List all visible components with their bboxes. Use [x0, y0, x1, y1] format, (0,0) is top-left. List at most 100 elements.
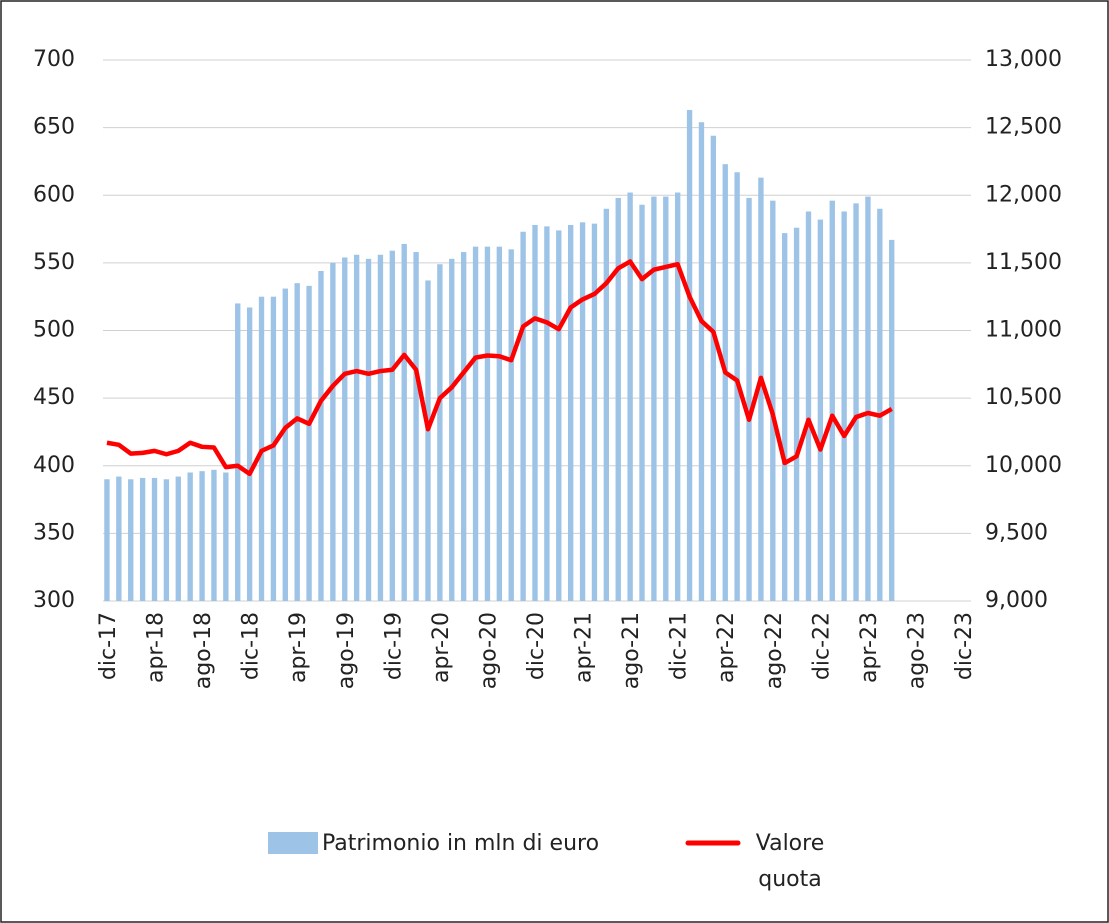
bar [460, 252, 467, 601]
x-tick-label: dic-20 [524, 612, 549, 680]
bar [556, 230, 562, 602]
bar [651, 196, 657, 602]
bar [877, 208, 883, 601]
x-tick-label: ago-23 [904, 612, 929, 689]
bar [853, 203, 859, 602]
bar [782, 233, 788, 601]
bar [472, 246, 479, 601]
bar [615, 197, 621, 601]
bar [306, 285, 312, 601]
x-tick-label: ago-22 [762, 612, 787, 689]
bar [270, 296, 277, 601]
bar [104, 479, 110, 601]
x-tick-label: apr-21 [572, 612, 597, 683]
bar [805, 211, 812, 602]
bar [508, 249, 514, 601]
bar [663, 196, 669, 602]
bar [544, 226, 550, 602]
bar [163, 479, 170, 601]
bar [532, 225, 538, 601]
y-tick-label: 550 [33, 250, 75, 275]
bar [758, 177, 764, 602]
y-tick-label: 600 [33, 182, 75, 207]
y2-tick-label: 12,000 [985, 182, 1062, 207]
legend-label: Valore quota [755, 831, 825, 892]
bar [829, 200, 835, 601]
y2-tick-label: 9,500 [985, 520, 1048, 545]
bar [330, 262, 336, 601]
x-tick-label: dic-22 [809, 612, 834, 680]
y-tick-label: 350 [33, 520, 75, 545]
bar [342, 257, 348, 601]
bar [128, 479, 134, 601]
x-tick-label: dic-23 [952, 612, 977, 680]
legend-label: Patrimonio in mln di euro [322, 831, 599, 856]
y2-tick-label: 11,500 [985, 250, 1062, 275]
x-tick-label: dic-17 [96, 612, 121, 680]
bar [817, 219, 824, 601]
x-tick-label: dic-21 [667, 612, 692, 680]
x-tick-label: ago-21 [619, 612, 644, 689]
bar [353, 254, 360, 601]
bar [889, 239, 895, 601]
x-tick-label: apr-22 [714, 612, 739, 683]
y-tick-label: 700 [33, 47, 75, 72]
bar [235, 303, 241, 601]
bar [389, 250, 395, 601]
x-tick-label: ago-19 [334, 612, 359, 689]
y-tick-label: 650 [33, 115, 75, 140]
bar [865, 196, 871, 602]
bar [365, 258, 372, 601]
bar [425, 280, 431, 601]
bar [187, 472, 193, 601]
bar [401, 243, 407, 601]
y2-tick-label: 13,000 [985, 47, 1062, 72]
x-tick-label: dic-18 [239, 612, 264, 680]
x-tick-label: apr-18 [144, 612, 169, 683]
y2-tick-label: 12,500 [985, 115, 1062, 140]
x-tick-label: apr-19 [286, 612, 311, 683]
bar [199, 471, 205, 601]
bar [675, 192, 681, 602]
bar [318, 270, 324, 601]
bar [496, 246, 503, 601]
bar [294, 283, 300, 601]
bar [116, 476, 122, 601]
bar [567, 225, 574, 601]
bar [151, 477, 158, 601]
bar [520, 231, 526, 601]
bar [223, 472, 229, 601]
y-tick-label: 500 [33, 318, 75, 343]
bar [639, 204, 645, 601]
bar [377, 254, 384, 601]
bar [841, 211, 847, 602]
bar [484, 246, 491, 601]
bar [579, 222, 586, 602]
bar [793, 227, 800, 601]
bar [770, 200, 776, 601]
bar [627, 192, 633, 602]
y2-tick-label: 10,500 [985, 385, 1062, 410]
bar [449, 258, 455, 601]
y-tick-label: 300 [33, 588, 75, 613]
bar [603, 208, 610, 601]
y2-tick-label: 11,000 [985, 318, 1062, 343]
bar [686, 110, 693, 601]
bar [413, 252, 419, 601]
bar [710, 135, 717, 602]
x-tick-label: ago-20 [476, 612, 501, 689]
bar [211, 469, 217, 601]
line-series [106, 259, 893, 477]
y-tick-label: 450 [33, 385, 75, 410]
bar [246, 307, 253, 601]
legend-swatch [268, 832, 318, 854]
y2-tick-label: 9,000 [985, 588, 1048, 613]
x-tick-label: ago-18 [191, 612, 216, 689]
bar [175, 476, 181, 601]
bar [722, 164, 728, 601]
x-tick-label: dic-19 [381, 612, 406, 680]
x-tick-label: apr-20 [429, 612, 454, 683]
